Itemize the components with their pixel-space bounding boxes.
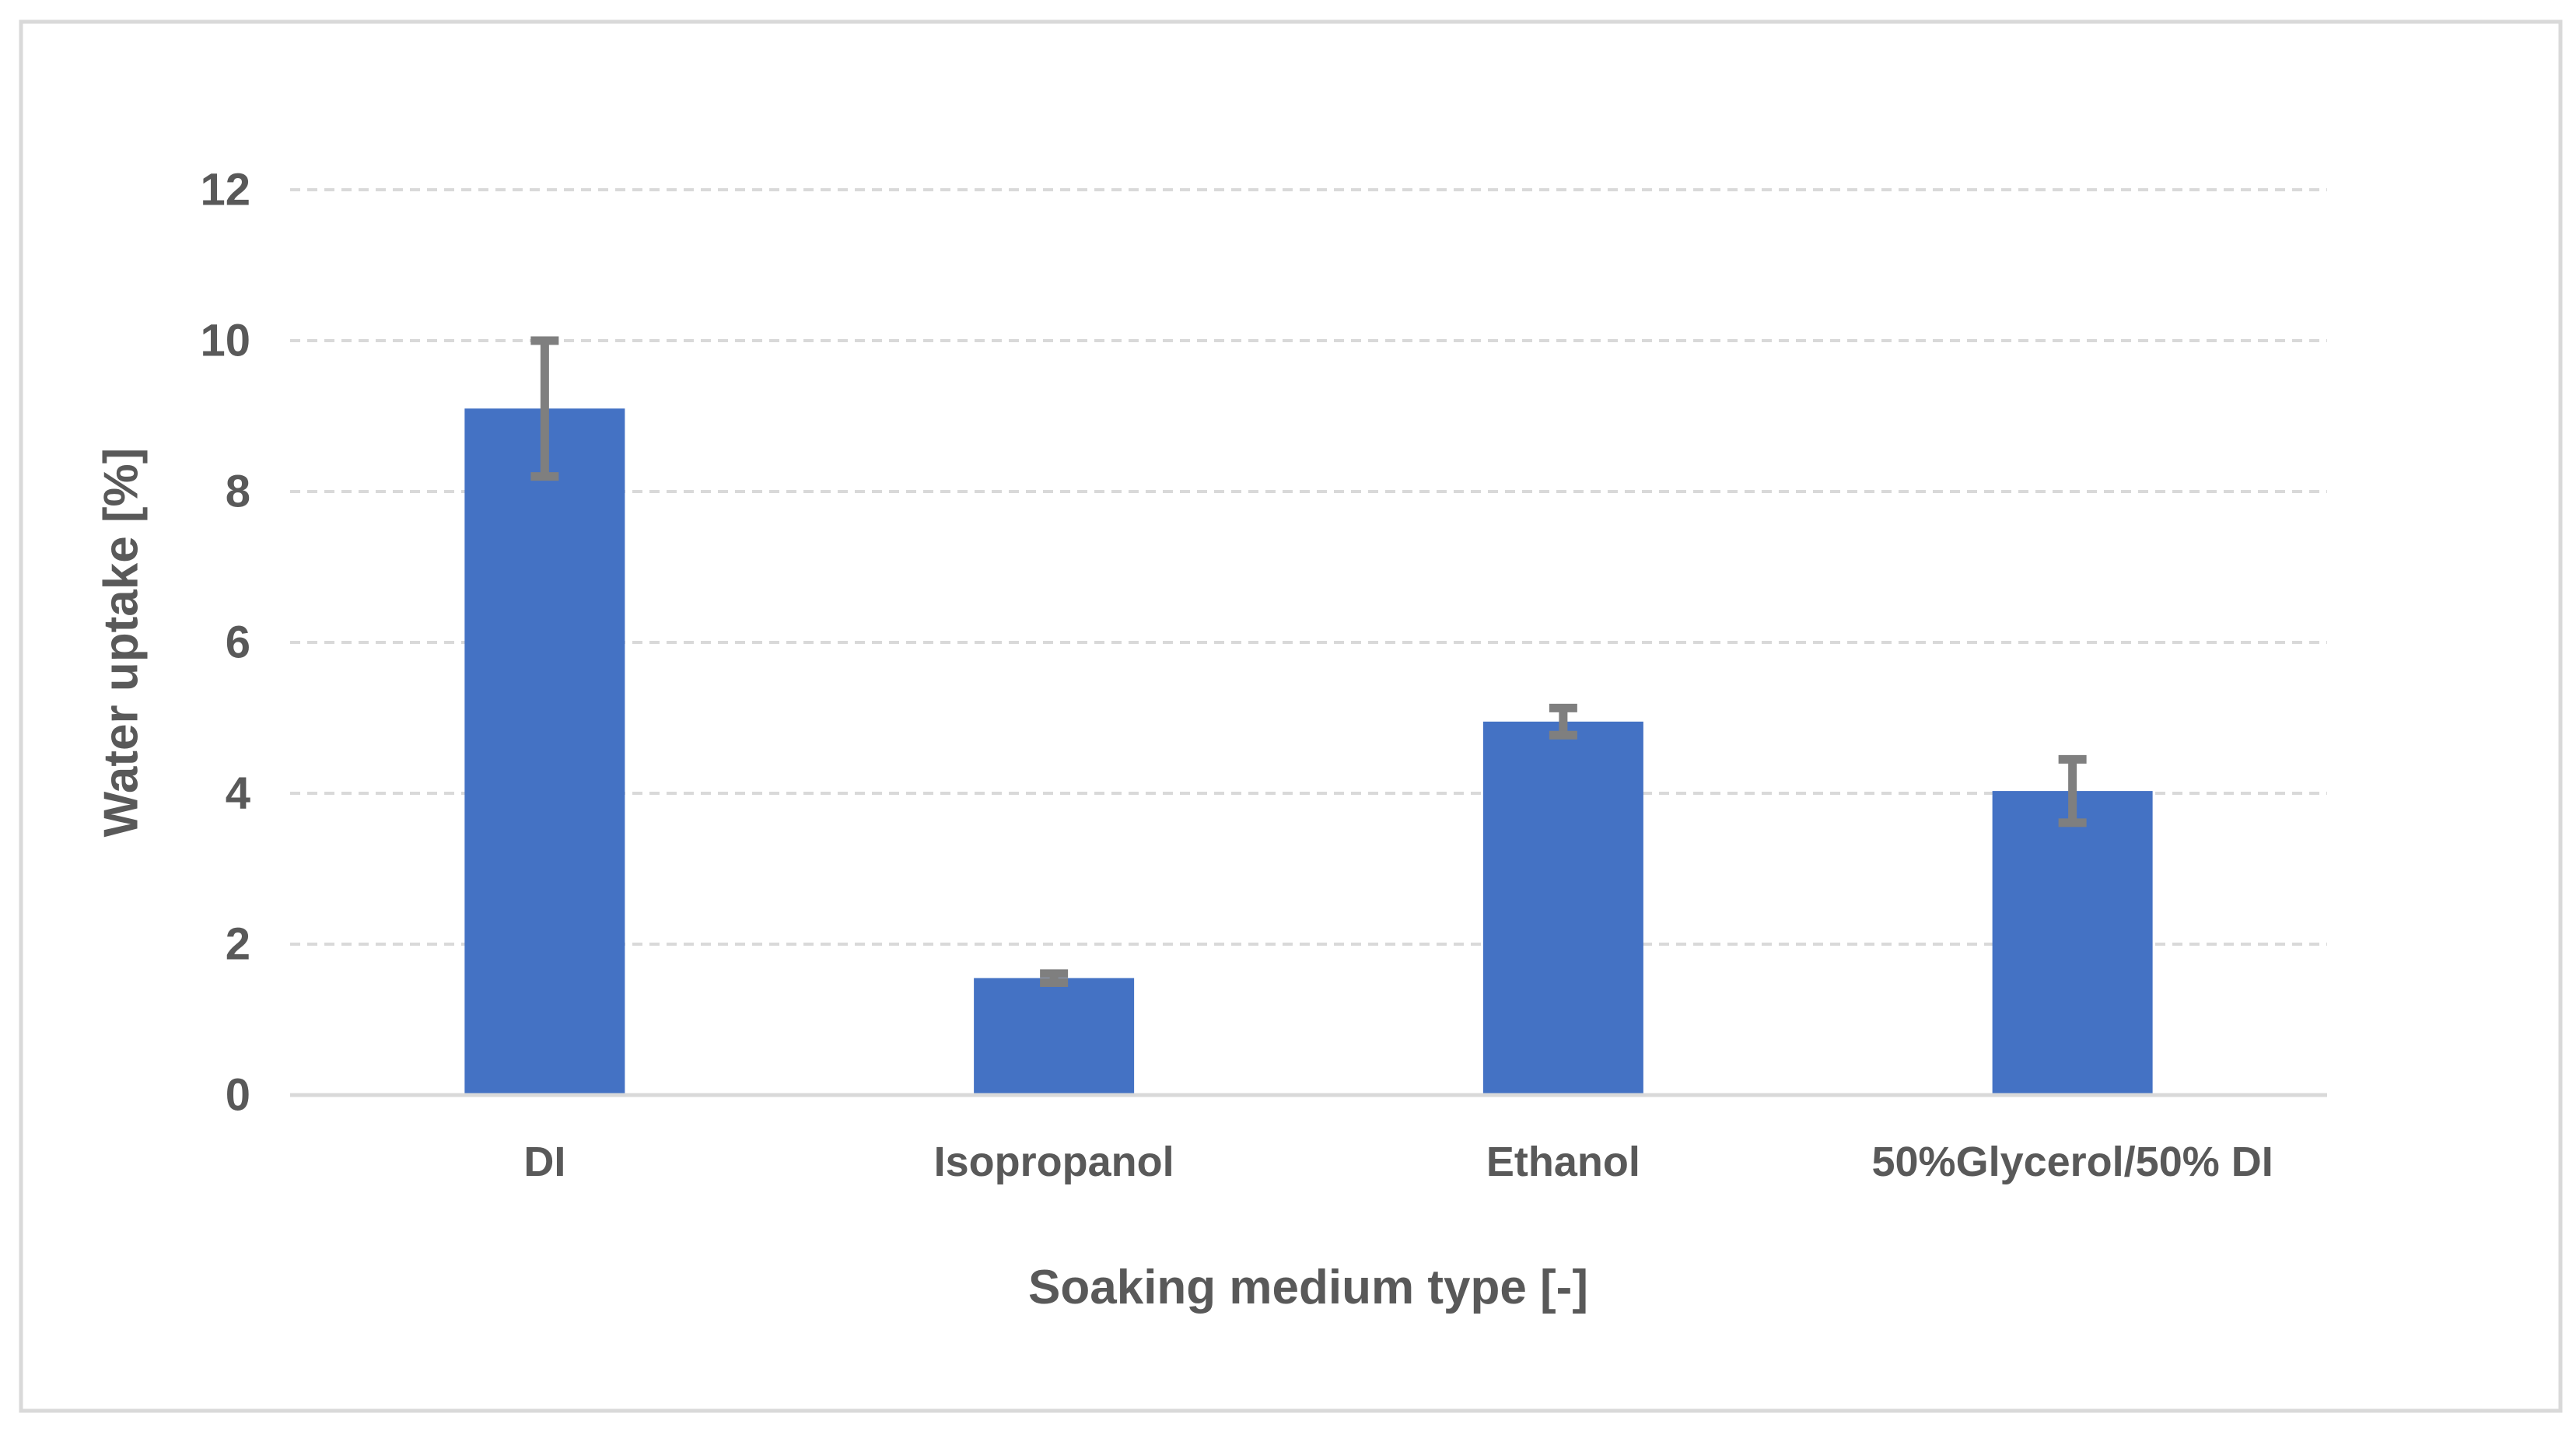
category-label-di: DI [523, 1139, 565, 1185]
bar-di [464, 408, 625, 1095]
error-bar-isopropanol [1040, 969, 1069, 987]
y-axis-title: Water uptake [%] [95, 448, 149, 838]
y-tick-label-8: 8 [226, 467, 250, 517]
x-axis-title: Soaking medium type [-] [1028, 1261, 1588, 1314]
error-bar-50-glycerol-50-di [2058, 754, 2087, 827]
y-tick-label-6: 6 [226, 618, 250, 668]
y-tick-label-10: 10 [200, 316, 250, 366]
y-tick-label-4: 4 [226, 768, 250, 819]
chart-border [19, 19, 2563, 1413]
error-bar-ethanol [1549, 703, 1577, 740]
error-bar-di [530, 336, 559, 481]
y-tick-label-2: 2 [226, 919, 250, 970]
y-tick-label-12: 12 [200, 165, 250, 215]
category-label-50-glycerol-50-di: 50%Glycerol/50% DI [1871, 1139, 2273, 1185]
category-label-ethanol: Ethanol [1486, 1139, 1640, 1185]
bar-isopropanol [974, 978, 1135, 1095]
category-label-isopropanol: Isopropanol [934, 1139, 1174, 1185]
bar-ethanol [1482, 721, 1643, 1095]
y-tick-label-0: 0 [226, 1070, 250, 1121]
bar-50-glycerol-50-di [1992, 791, 2153, 1095]
